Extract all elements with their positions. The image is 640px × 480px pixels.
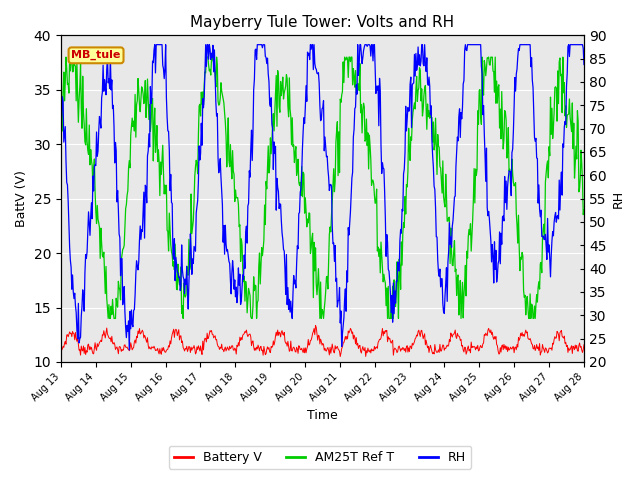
Text: MB_tule: MB_tule [72,50,121,60]
Y-axis label: RH: RH [612,190,625,208]
Title: Mayberry Tule Tower: Volts and RH: Mayberry Tule Tower: Volts and RH [190,15,454,30]
Y-axis label: BattV (V): BattV (V) [15,170,28,227]
X-axis label: Time: Time [307,409,338,422]
Legend: Battery V, AM25T Ref T, RH: Battery V, AM25T Ref T, RH [169,446,471,469]
